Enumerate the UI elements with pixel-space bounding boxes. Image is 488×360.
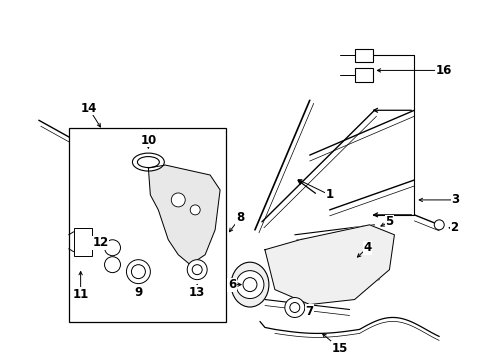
Circle shape xyxy=(285,298,304,318)
Ellipse shape xyxy=(230,262,268,307)
Polygon shape xyxy=(264,225,394,305)
Text: 10: 10 xyxy=(140,134,156,147)
Circle shape xyxy=(187,260,207,280)
Ellipse shape xyxy=(132,153,164,171)
Text: 4: 4 xyxy=(363,241,371,254)
Circle shape xyxy=(104,240,120,256)
Ellipse shape xyxy=(137,157,159,167)
Bar xyxy=(354,49,372,62)
Text: 12: 12 xyxy=(92,236,108,249)
Circle shape xyxy=(192,265,202,275)
Polygon shape xyxy=(148,165,220,265)
Text: 7: 7 xyxy=(305,305,313,318)
Text: 15: 15 xyxy=(331,342,347,355)
Circle shape xyxy=(433,220,443,230)
Text: 13: 13 xyxy=(189,286,205,299)
Text: 2: 2 xyxy=(449,221,457,234)
Text: 16: 16 xyxy=(435,64,451,77)
Text: 3: 3 xyxy=(450,193,458,206)
Circle shape xyxy=(243,278,256,292)
Circle shape xyxy=(131,265,145,279)
Circle shape xyxy=(126,260,150,284)
Text: 6: 6 xyxy=(227,278,236,291)
Circle shape xyxy=(104,257,120,273)
Circle shape xyxy=(289,302,299,312)
Text: 11: 11 xyxy=(72,288,89,301)
Circle shape xyxy=(190,205,200,215)
Text: 1: 1 xyxy=(325,188,333,202)
Text: 8: 8 xyxy=(235,211,244,224)
Text: 5: 5 xyxy=(385,215,393,228)
Text: 14: 14 xyxy=(80,102,97,115)
Text: 9: 9 xyxy=(134,286,142,299)
Bar xyxy=(354,68,372,82)
Bar xyxy=(74,228,91,256)
Circle shape xyxy=(171,193,185,207)
Circle shape xyxy=(236,271,264,298)
Bar xyxy=(68,128,225,323)
